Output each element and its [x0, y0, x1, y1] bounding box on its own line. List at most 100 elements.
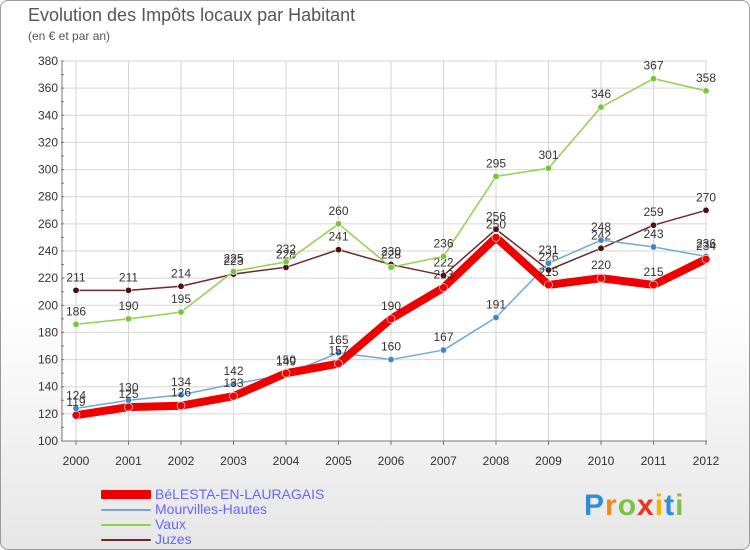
x-tick-label: 2009	[535, 454, 562, 468]
y-tick-label: 320	[38, 135, 58, 149]
data-point-mourvilles-hautes	[492, 313, 500, 321]
data-point-belesta-en-lauragais	[281, 368, 291, 378]
data-point-belesta-en-lauragais	[439, 283, 448, 292]
data-label-belesta-en-lauragais: 126	[171, 386, 191, 400]
data-label-belesta-en-lauragais: 190	[381, 299, 401, 313]
x-tick-label: 2001	[115, 454, 142, 468]
data-point-juzes	[649, 221, 657, 229]
data-point-vaux	[387, 263, 395, 271]
data-label-juzes: 214	[171, 266, 191, 280]
data-label-belesta-en-lauragais: 215	[643, 265, 663, 279]
data-point-vaux	[544, 164, 552, 172]
y-tick-label: 280	[38, 190, 58, 204]
data-point-belesta-en-lauragais	[386, 314, 396, 324]
data-point-juzes	[544, 266, 552, 274]
chart-title: Evolution des Impôts locaux par Habitant	[28, 5, 356, 25]
x-tick-label: 2000	[63, 454, 90, 468]
data-point-vaux	[649, 75, 657, 83]
data-label-juzes: 211	[66, 270, 85, 284]
data-label-vaux: 195	[171, 292, 191, 306]
data-point-belesta-en-lauragais	[176, 401, 186, 411]
data-point-belesta-en-lauragais	[544, 280, 553, 290]
data-label-belesta-en-lauragais: 133	[223, 376, 243, 390]
y-tick-label: 180	[38, 325, 58, 339]
data-point-belesta-en-lauragais	[124, 402, 133, 412]
data-point-belesta-en-lauragais	[701, 254, 711, 264]
proxiti-logo: Proxiti	[584, 489, 684, 523]
data-label-juzes: 222	[433, 255, 453, 269]
data-point-mourvilles-hautes	[177, 391, 185, 399]
data-label-juzes: 241	[328, 230, 348, 244]
x-tick-label: 2008	[483, 454, 510, 468]
data-point-mourvilles-hautes	[334, 349, 342, 357]
data-point-mourvilles-hautes	[649, 243, 657, 251]
x-tick-label: 2010	[588, 454, 615, 468]
data-point-belesta-en-lauragais	[491, 233, 501, 242]
data-label-vaux: 358	[696, 71, 716, 85]
data-point-vaux	[492, 172, 500, 180]
logo-letter: o	[617, 489, 638, 522]
x-tick-label: 2006	[378, 454, 405, 468]
legend-swatch-mourvilles-hautes	[101, 509, 151, 511]
data-label-belesta-en-lauragais: 250	[486, 217, 506, 231]
data-label-vaux: 225	[223, 251, 243, 265]
data-label-vaux: 346	[591, 87, 611, 101]
data-label-mourvilles-hautes: 124	[66, 388, 86, 402]
y-tick-label: 140	[38, 380, 58, 394]
data-label-mourvilles-hautes: 248	[591, 220, 611, 234]
y-tick-label: 100	[38, 434, 58, 448]
y-tick-label: 200	[38, 298, 58, 312]
data-label-vaux: 232	[276, 242, 296, 256]
data-label-juzes: 256	[486, 209, 506, 223]
data-point-vaux	[177, 308, 185, 316]
data-label-belesta-en-lauragais: 213	[433, 268, 453, 282]
data-point-mourvilles-hautes	[544, 259, 552, 267]
logo-letter: i	[675, 489, 685, 522]
data-point-juzes	[125, 286, 133, 294]
data-point-belesta-en-lauragais	[649, 280, 658, 290]
data-label-belesta-en-lauragais: 119	[66, 395, 85, 409]
y-tick-label: 340	[38, 108, 58, 122]
data-point-vaux	[230, 267, 238, 275]
data-label-belesta-en-lauragais: 215	[538, 265, 558, 279]
legend-label-mourvilles-hautes: Mourvilles-Hautes	[155, 501, 268, 517]
series-vaux: 186 190 195 225 232 260 228 236 295 301 346 367 358	[66, 59, 716, 328]
data-label-belesta-en-lauragais: 125	[118, 387, 138, 401]
data-label-vaux: 367	[643, 59, 663, 73]
data-label-juzes: 223	[223, 254, 243, 268]
data-point-juzes	[702, 206, 710, 214]
data-label-mourvilles-hautes: 243	[643, 227, 663, 241]
legend-label-juzes: Juzes	[155, 531, 192, 547]
y-tick-label: 380	[38, 54, 58, 68]
logo-letter: i	[654, 489, 665, 522]
data-point-vaux	[702, 87, 710, 95]
y-tick-label: 240	[38, 244, 58, 258]
y-tick-label: 220	[38, 271, 58, 285]
data-point-vaux	[334, 220, 342, 228]
y-tick-label: 260	[38, 217, 58, 231]
y-tick-label: 360	[38, 81, 58, 95]
data-label-mourvilles-hautes: 142	[223, 364, 243, 378]
logo-letter: r	[605, 489, 618, 522]
y-tick-label: 120	[38, 407, 58, 421]
data-label-mourvilles-hautes: 149	[276, 355, 296, 369]
legend-label-belesta-en-lauragais: BéLESTA-EN-LAURAGAIS	[155, 486, 325, 502]
y-tick-label: 300	[38, 163, 58, 177]
data-point-juzes	[492, 225, 500, 233]
legend-swatch-juzes	[101, 539, 151, 541]
logo-letter: t	[664, 489, 676, 522]
data-point-vaux	[125, 315, 133, 323]
series-mourvilles-hautes: 124 130 134 142 149 165 160 167 191 231 248 243 236	[66, 220, 716, 412]
data-label-vaux: 295	[486, 156, 506, 170]
data-point-juzes	[177, 282, 185, 290]
data-point-belesta-en-lauragais	[229, 391, 238, 401]
logo-letter: P	[584, 489, 606, 522]
data-point-belesta-en-lauragais	[596, 273, 606, 283]
data-point-juzes	[334, 246, 342, 254]
data-label-vaux: 236	[433, 236, 453, 250]
data-label-juzes: 242	[591, 228, 611, 242]
data-label-mourvilles-hautes: 134	[171, 375, 191, 389]
